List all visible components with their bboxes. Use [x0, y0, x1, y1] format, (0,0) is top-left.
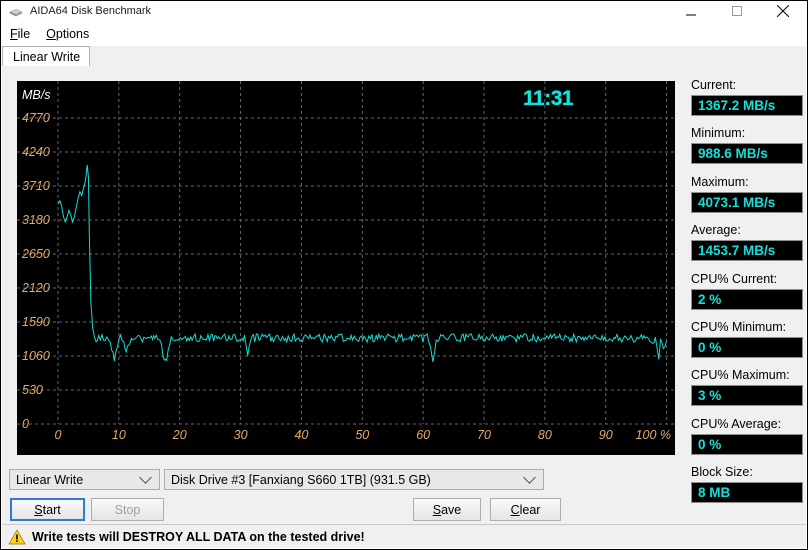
svg-text:2650: 2650: [21, 247, 50, 261]
svg-text:0: 0: [55, 428, 62, 442]
svg-text:530: 530: [22, 383, 43, 397]
svg-text:30: 30: [234, 428, 248, 442]
svg-text:50: 50: [355, 428, 369, 442]
svg-text:60: 60: [416, 428, 430, 442]
svg-text:0: 0: [22, 417, 29, 431]
svg-text:70: 70: [477, 428, 491, 442]
svg-text:3180: 3180: [22, 213, 50, 227]
svg-text:40: 40: [294, 428, 308, 442]
svg-text:1060: 1060: [22, 349, 50, 363]
svg-text:4240: 4240: [22, 145, 50, 159]
svg-text:100 %: 100 %: [636, 428, 671, 442]
svg-text:10: 10: [112, 428, 126, 442]
svg-text:3710: 3710: [22, 179, 50, 193]
svg-text:80: 80: [538, 428, 552, 442]
svg-text:2120: 2120: [21, 281, 50, 295]
svg-text:4770: 4770: [22, 111, 50, 125]
svg-text:1590: 1590: [22, 315, 50, 329]
svg-text:MB/s: MB/s: [22, 88, 50, 102]
svg-text:20: 20: [172, 428, 187, 442]
svg-text:90: 90: [599, 428, 613, 442]
